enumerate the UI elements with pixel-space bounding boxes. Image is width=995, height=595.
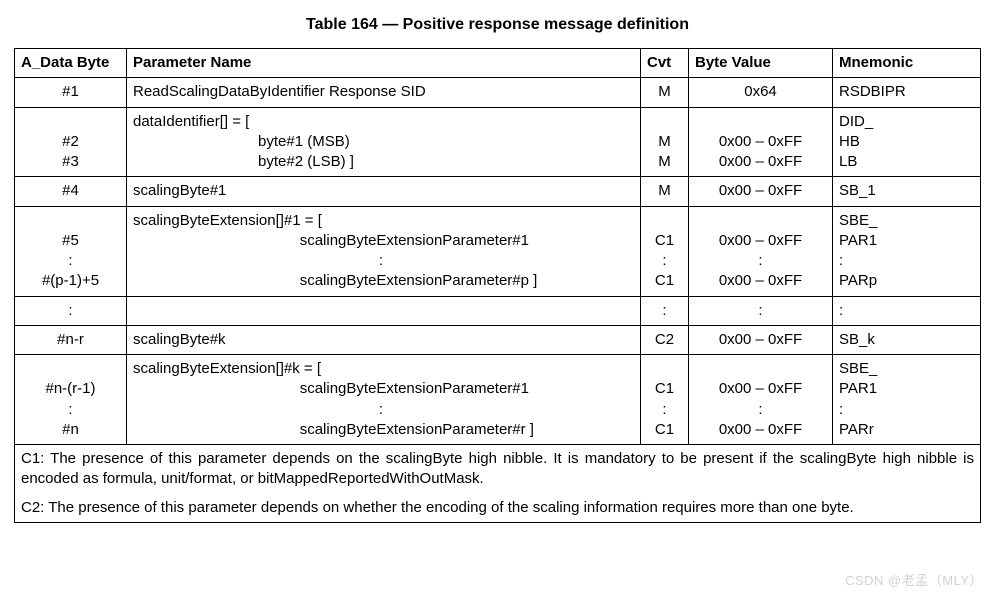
cell-byte-value: 0x00 – 0xFF bbox=[689, 325, 833, 354]
message-definition-table: A_Data Byte Parameter Name Cvt Byte Valu… bbox=[14, 48, 981, 523]
cell-byte: #4 bbox=[15, 177, 127, 206]
table-caption: Table 164 — Positive response message de… bbox=[14, 16, 981, 34]
cell-mnemonic: : bbox=[833, 296, 981, 325]
cell-cvt: C1 : C1 bbox=[641, 206, 689, 296]
cell-mnemonic: DID_ HB LB bbox=[833, 107, 981, 177]
table-row: #5 : #(p-1)+5scalingByteExtension[]#1 = … bbox=[15, 206, 981, 296]
cell-cvt: C2 bbox=[641, 325, 689, 354]
cell-parameter-name: ReadScalingDataByIdentifier Response SID bbox=[127, 78, 641, 107]
table-row: #n-rscalingByte#kC20x00 – 0xFFSB_k bbox=[15, 325, 981, 354]
cell-byte-value: 0x00 – 0xFF bbox=[689, 177, 833, 206]
cell-byte: #2 #3 bbox=[15, 107, 127, 177]
cell-byte: #5 : #(p-1)+5 bbox=[15, 206, 127, 296]
cell-parameter-name: scalingByteExtension[]#k = [ scalingByte… bbox=[127, 355, 641, 445]
cell-byte: #n-r bbox=[15, 325, 127, 354]
cell-byte: #n-(r-1) : #n bbox=[15, 355, 127, 445]
cell-cvt: : bbox=[641, 296, 689, 325]
cell-parameter-name: dataIdentifier[] = [ byte#1 (MSB) byte#2… bbox=[127, 107, 641, 177]
cell-parameter-name bbox=[127, 296, 641, 325]
cell-byte: : bbox=[15, 296, 127, 325]
cell-parameter-name: scalingByte#k bbox=[127, 325, 641, 354]
cell-byte-value: : bbox=[689, 296, 833, 325]
col-header-byte: A_Data Byte bbox=[15, 49, 127, 78]
note-c2: C2: The presence of this parameter depen… bbox=[21, 498, 974, 518]
cell-mnemonic: SB_1 bbox=[833, 177, 981, 206]
cell-cvt: C1 : C1 bbox=[641, 355, 689, 445]
col-header-value: Byte Value bbox=[689, 49, 833, 78]
table-notes-row: C1: The presence of this parameter depen… bbox=[15, 445, 981, 523]
cell-mnemonic: SBE_ PAR1 : PARp bbox=[833, 206, 981, 296]
cell-byte-value: 0x00 – 0xFF : 0x00 – 0xFF bbox=[689, 206, 833, 296]
cell-cvt: M bbox=[641, 78, 689, 107]
col-header-name: Parameter Name bbox=[127, 49, 641, 78]
cell-byte-value: 0x64 bbox=[689, 78, 833, 107]
cell-byte: #1 bbox=[15, 78, 127, 107]
table-row: :::: bbox=[15, 296, 981, 325]
note-c1: C1: The presence of this parameter depen… bbox=[21, 450, 974, 487]
cell-parameter-name: scalingByte#1 bbox=[127, 177, 641, 206]
cell-mnemonic: RSDBIPR bbox=[833, 78, 981, 107]
table-row: #n-(r-1) : #nscalingByteExtension[]#k = … bbox=[15, 355, 981, 445]
col-header-cvt: Cvt bbox=[641, 49, 689, 78]
cell-byte-value: 0x00 – 0xFF 0x00 – 0xFF bbox=[689, 107, 833, 177]
table-row: #4scalingByte#1M0x00 – 0xFFSB_1 bbox=[15, 177, 981, 206]
cell-parameter-name: scalingByteExtension[]#1 = [ scalingByte… bbox=[127, 206, 641, 296]
table-row: #2 #3dataIdentifier[] = [ byte#1 (MSB) b… bbox=[15, 107, 981, 177]
col-header-mnemonic: Mnemonic bbox=[833, 49, 981, 78]
table-body: #1ReadScalingDataByIdentifier Response S… bbox=[15, 78, 981, 445]
cell-mnemonic: SB_k bbox=[833, 325, 981, 354]
cell-mnemonic: SBE_ PAR1 : PARr bbox=[833, 355, 981, 445]
cell-byte-value: 0x00 – 0xFF : 0x00 – 0xFF bbox=[689, 355, 833, 445]
watermark: CSDN @老孟（MLY） bbox=[845, 570, 983, 589]
cell-cvt: M bbox=[641, 177, 689, 206]
table-row: #1ReadScalingDataByIdentifier Response S… bbox=[15, 78, 981, 107]
table-header-row: A_Data Byte Parameter Name Cvt Byte Valu… bbox=[15, 49, 981, 78]
cell-cvt: M M bbox=[641, 107, 689, 177]
